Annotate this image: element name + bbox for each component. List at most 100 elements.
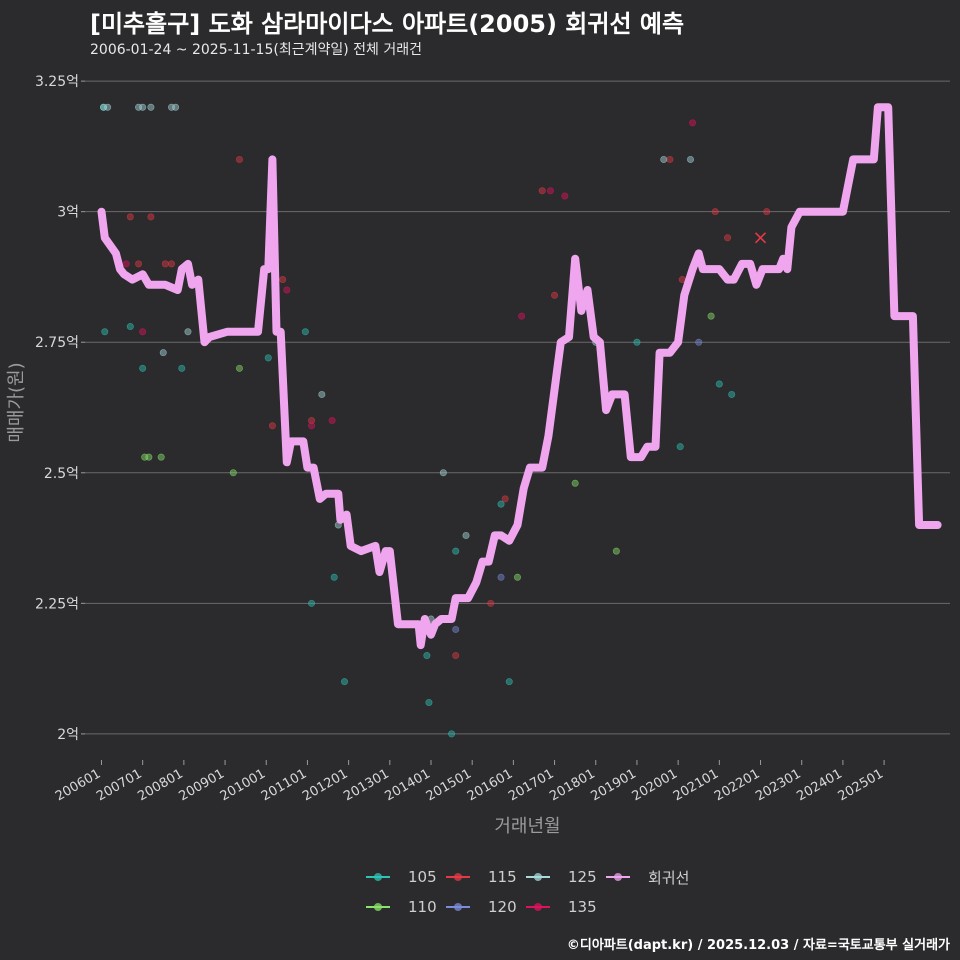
legend-key — [524, 870, 552, 884]
scatter-point-115 — [168, 260, 176, 268]
scatter-point-105 — [340, 678, 348, 686]
x-tick-label: 202301 — [753, 766, 803, 804]
regression-line — [97, 103, 942, 650]
legend-item: 115 — [444, 866, 524, 888]
x-tick-label: 201201 — [300, 766, 350, 804]
scatter-point-105 — [301, 328, 309, 336]
scatter-point-105 — [676, 443, 684, 451]
scatter-point-115 — [763, 208, 771, 216]
scatter-point-115 — [308, 417, 316, 425]
scatter-point-135 — [328, 417, 336, 425]
scatter-point-110 — [157, 453, 165, 461]
y-tick-label: 3억 — [57, 205, 79, 221]
scatter-point-125 — [139, 103, 147, 111]
x-tick-label: 200601 — [53, 766, 103, 804]
x-tick-label: 202401 — [794, 766, 844, 804]
y-tick-label: 2.25억 — [35, 596, 79, 612]
scatter-point-135 — [139, 328, 147, 336]
scatter-point-105 — [497, 500, 505, 508]
scatter-point-115 — [279, 276, 287, 284]
scatter-point-125 — [660, 155, 668, 163]
legend-item: 135 — [524, 896, 604, 918]
legend-item: 125 — [524, 866, 604, 888]
x-tick-label: 200801 — [135, 766, 185, 804]
x-tick-label: 202201 — [712, 766, 762, 804]
scatter-point-115 — [501, 495, 509, 503]
footer-credit: ©디아파트(dapt.kr) / 2025.12.03 / 자료=국토교통부 실… — [566, 938, 950, 953]
scatter-point-125 — [462, 531, 470, 539]
legend: 105 115 125 회귀선 110 120 135 — [364, 866, 704, 918]
scatter-point-105 — [452, 547, 460, 555]
legend-label: 125 — [568, 868, 597, 886]
scatter-point-135 — [308, 422, 316, 430]
scatter-point-125 — [135, 103, 143, 111]
legend-item: 110 — [364, 896, 444, 918]
legend-item: 105 — [364, 866, 444, 888]
scatter-point-105 — [505, 678, 513, 686]
scatter-point-115 — [452, 652, 460, 660]
x-tick-label: 202501 — [836, 766, 886, 804]
x-tick-label: 201901 — [588, 766, 638, 804]
scatter-point-115 — [487, 599, 495, 607]
scatter-point-115 — [161, 260, 169, 268]
legend-key — [524, 900, 552, 914]
y-tick-label: 2억 — [57, 727, 79, 743]
scatter-point-115 — [551, 291, 559, 299]
x-tick-label: 201601 — [465, 766, 515, 804]
scatter-point-125 — [159, 349, 167, 357]
scatter-point-135 — [518, 312, 526, 320]
legend-item: 회귀선 — [604, 866, 704, 888]
x-tick-label: 201501 — [424, 766, 474, 804]
scatter-point-105 — [448, 730, 456, 738]
scatter-point-110 — [235, 364, 243, 372]
scatter-point-115 — [268, 422, 276, 430]
x-tick-label: 201301 — [341, 766, 391, 804]
scatter-point-125 — [104, 103, 112, 111]
scatter-point-105 — [139, 364, 147, 372]
x-tick-label: 200701 — [94, 766, 144, 804]
scatter-point-135 — [561, 192, 569, 200]
x-tick-label: 201701 — [506, 766, 556, 804]
scatter-point-125 — [318, 390, 326, 398]
scatter-point-105 — [178, 364, 186, 372]
legend-key — [444, 900, 472, 914]
y-tick-label: 2.5억 — [44, 466, 79, 482]
scatter-point-135 — [122, 260, 130, 268]
scatter-point-125 — [168, 103, 176, 111]
legend-key — [604, 870, 632, 884]
scatter-point-125 — [686, 155, 694, 163]
scatter-point-105 — [728, 390, 736, 398]
scatter-point-110 — [141, 453, 149, 461]
x-tick-label: 201401 — [383, 766, 433, 804]
scatter-point-125 — [172, 103, 180, 111]
legend-label: 135 — [568, 898, 597, 916]
scatter-point-110 — [571, 479, 579, 487]
legend-key — [364, 870, 392, 884]
scatter-point-125 — [184, 328, 192, 336]
legend-key — [444, 870, 472, 884]
scatter-point-105 — [633, 338, 641, 346]
scatter-point-105 — [101, 328, 109, 336]
x-tick-label: 201001 — [218, 766, 268, 804]
legend-item: 120 — [444, 896, 524, 918]
y-axis-title: 매매가(원) — [6, 362, 27, 442]
legend-label: 115 — [488, 868, 517, 886]
legend-key — [364, 900, 392, 914]
scatter-point-120 — [695, 338, 703, 346]
scatter-point-115 — [126, 213, 134, 221]
scatter-point-135 — [283, 286, 291, 294]
x-tick-label: 200901 — [177, 766, 227, 804]
x-axis-title: 거래년월 — [494, 816, 560, 837]
legend-label: 110 — [408, 898, 437, 916]
legend-label: 회귀선 — [648, 868, 690, 887]
scatter-point-110 — [707, 312, 715, 320]
chart-title: [미추홀구] 도화 삼라마이다스 아파트(2005) 회귀선 예측 — [90, 10, 685, 38]
x-tick-label: 201101 — [259, 766, 309, 804]
y-tick-label: 3.25억 — [35, 74, 79, 90]
scatter-point-135 — [546, 187, 554, 195]
legend-label: 120 — [488, 898, 517, 916]
scatter-point-110 — [229, 469, 237, 477]
x-tick-label: 202101 — [671, 766, 721, 804]
x-tick-label: 202001 — [630, 766, 680, 804]
